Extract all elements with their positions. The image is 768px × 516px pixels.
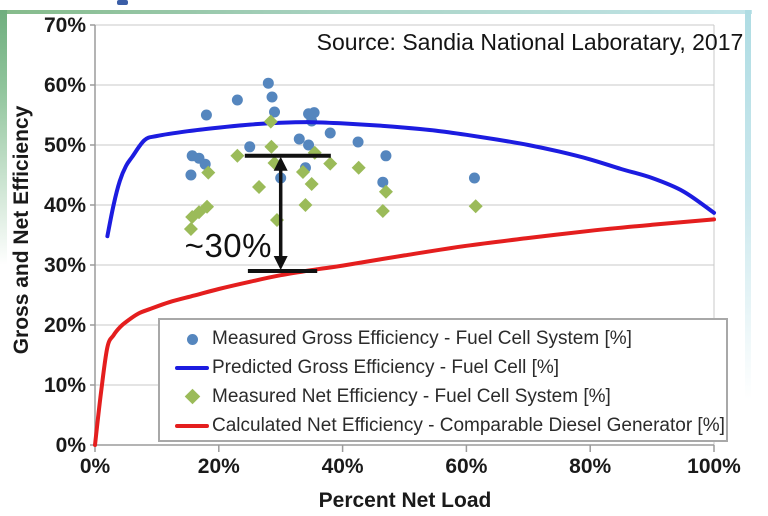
- net-efficiency-diamond: [263, 114, 278, 129]
- net-efficiency-diamond: [200, 199, 215, 214]
- gross-efficiency-dot: [269, 106, 281, 118]
- net-efficiency-diamond: [201, 165, 216, 180]
- x-tick-label: 20%: [198, 455, 240, 478]
- legend-label: Measured Gross Efficiency - Fuel Cell Sy…: [212, 328, 632, 350]
- net-efficiency-diamond: [323, 156, 338, 171]
- net-efficiency-diamond: [304, 177, 319, 191]
- legend-label: Predicted Gross Efficiency - Fuel Cell […: [212, 357, 560, 379]
- slide-border-right: [745, 10, 751, 400]
- x-tick-label: 40%: [322, 455, 364, 478]
- net-efficiency-diamond: [252, 180, 267, 194]
- slide-border-top: [6, 10, 752, 14]
- net-efficiency-diamond: [468, 199, 483, 214]
- chart-legend: Measured Gross Efficiency - Fuel Cell Sy…: [158, 318, 728, 442]
- y-tick-label: 0%: [56, 434, 87, 457]
- net-efficiency-diamond: [230, 148, 245, 163]
- gross-efficiency-dot: [293, 133, 305, 145]
- gap-annotation-label: ~30%: [184, 227, 272, 264]
- y-tick-label: 50%: [44, 134, 86, 157]
- x-tick-label: 100%: [687, 455, 741, 478]
- gross-efficiency-dot: [380, 150, 392, 162]
- gross-efficiency-dot: [185, 169, 197, 181]
- gross-efficiency-dot: [262, 77, 274, 89]
- gross-efficiency-dot: [468, 172, 480, 184]
- legend-row-diesel: Calculated Net Efficiency - Comparable D…: [172, 412, 726, 440]
- net-efficiency-diamond: [378, 184, 393, 199]
- y-tick-label: 20%: [44, 314, 86, 337]
- tick-labels: 0% 10% 20% 30% 40% 50% 60% 70% 0% 20% 40% 60% 80% 100…: [44, 14, 741, 478]
- y-tick-label: 40%: [44, 194, 86, 217]
- net-efficiency-diamond: [295, 165, 310, 179]
- gross-efficiency-dot: [244, 141, 256, 153]
- arrowhead-down-icon: [273, 256, 288, 270]
- predicted-gross-line: [105, 120, 716, 239]
- y-tick-label: 10%: [44, 374, 86, 397]
- y-axis-title: Gross and Net Efficiency: [10, 105, 33, 355]
- legend-label: Calculated Net Efficiency - Comparable D…: [212, 414, 725, 436]
- gross-efficiency-dot: [352, 136, 364, 148]
- net-efficiency-diamond: [375, 204, 390, 218]
- x-tick-label: 0%: [80, 455, 111, 478]
- gross-efficiency-dot: [377, 176, 389, 188]
- slide-artifact-dash: [117, 0, 128, 5]
- y-tick-label: 70%: [44, 14, 86, 37]
- y-tick-label: 30%: [44, 254, 86, 277]
- gross-efficiency-dot: [266, 91, 278, 103]
- legend-marker-predicted-line-icon: [172, 366, 212, 371]
- slide-border-left: [0, 10, 7, 265]
- net-efficiency-diamond: [183, 222, 198, 236]
- gross-efficiency-dot: [200, 109, 212, 121]
- net-efficiency-diamond: [298, 198, 313, 212]
- source-note: Source: Sandia National Laboratary, 2017: [316, 29, 744, 55]
- diesel-net-line: [93, 217, 716, 447]
- legend-row-predicted-gross: Predicted Gross Efficiency - Fuel Cell […: [172, 354, 726, 382]
- y-tick-label: 60%: [44, 74, 86, 97]
- x-axis-title: Percent Net Load: [318, 489, 492, 512]
- net-efficiency-diamond: [264, 139, 279, 154]
- x-tick-label: 80%: [569, 455, 611, 478]
- legend-marker-gross-dot-icon: [172, 333, 212, 345]
- legend-row-measured-gross: Measured Gross Efficiency - Fuel Cell Sy…: [172, 325, 726, 353]
- annotation-arrow: [244, 153, 331, 273]
- legend-label: Measured Net Efficiency - Fuel Cell Syst…: [212, 385, 611, 407]
- arrowhead-up-icon: [273, 156, 288, 171]
- gross-efficiency-dot: [231, 94, 243, 106]
- gross-efficiency-dot: [303, 139, 315, 151]
- net-efficiency-diamond: [351, 160, 366, 175]
- data-series: [93, 77, 716, 447]
- legend-row-measured-net: Measured Net Efficiency - Fuel Cell Syst…: [172, 383, 726, 411]
- gross-efficiency-dot: [308, 107, 320, 119]
- gross-efficiency-dot: [324, 127, 336, 139]
- legend-marker-net-diamond-icon: [172, 389, 212, 405]
- legend-marker-diesel-line-icon: [172, 423, 212, 428]
- x-tick-label: 60%: [445, 455, 487, 478]
